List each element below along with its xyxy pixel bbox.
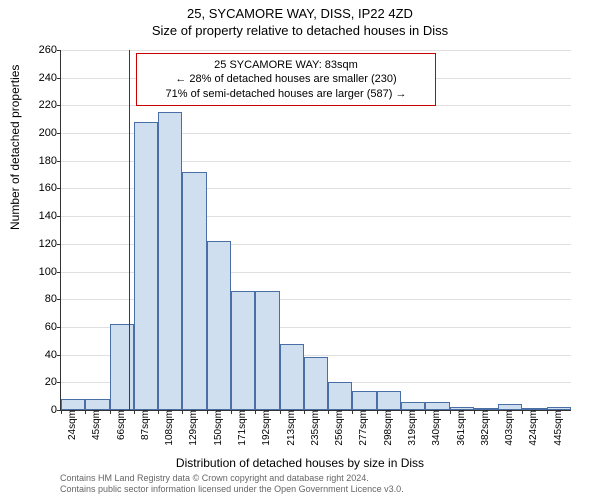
annotation-line-3: 71% of semi-detached houses are larger (… <box>143 87 429 101</box>
x-tick-label: 66sqm <box>112 410 127 440</box>
x-tick-mark <box>280 410 281 414</box>
x-tick-mark <box>474 410 475 414</box>
bar <box>61 399 85 410</box>
y-tick-label: 0 <box>51 404 61 416</box>
x-tick-label: 129sqm <box>184 410 199 446</box>
bar <box>328 382 352 410</box>
y-tick-label: 20 <box>45 376 61 388</box>
gridline <box>61 50 571 51</box>
x-tick-label: 445sqm <box>549 410 564 446</box>
x-tick-mark <box>134 410 135 414</box>
y-tick-label: 80 <box>45 293 61 305</box>
annotation-box: 25 SYCAMORE WAY: 83sqm← 28% of detached … <box>136 53 436 106</box>
x-tick-mark <box>207 410 208 414</box>
x-tick-mark <box>401 410 402 414</box>
x-tick-label: 403sqm <box>500 410 515 446</box>
x-tick-label: 235sqm <box>306 410 321 446</box>
x-tick-label: 256sqm <box>330 410 345 446</box>
y-tick-label: 220 <box>39 99 61 111</box>
y-tick-label: 60 <box>45 321 61 333</box>
x-tick-label: 277sqm <box>354 410 369 446</box>
footer-line-2: Contains public sector information licen… <box>60 484 580 496</box>
annotation-line-1: 25 SYCAMORE WAY: 83sqm <box>143 58 429 72</box>
x-tick-mark <box>328 410 329 414</box>
x-tick-label: 45sqm <box>87 410 102 440</box>
x-tick-mark <box>377 410 378 414</box>
x-tick-mark <box>61 410 62 414</box>
chart-title-main: 25, SYCAMORE WAY, DISS, IP22 4ZD <box>0 0 600 21</box>
x-tick-label: 192sqm <box>257 410 272 446</box>
chart-container: 25, SYCAMORE WAY, DISS, IP22 4ZD Size of… <box>0 0 600 500</box>
y-tick-label: 100 <box>39 266 61 278</box>
footer: Contains HM Land Registry data © Crown c… <box>60 473 580 496</box>
y-tick-label: 120 <box>39 238 61 250</box>
x-tick-label: 24sqm <box>63 410 78 440</box>
y-tick-label: 140 <box>39 210 61 222</box>
x-tick-label: 171sqm <box>233 410 248 446</box>
x-tick-label: 319sqm <box>403 410 418 446</box>
x-tick-mark <box>110 410 111 414</box>
x-tick-mark <box>547 410 548 414</box>
x-tick-label: 213sqm <box>282 410 297 446</box>
y-tick-label: 260 <box>39 44 61 56</box>
bar <box>280 344 304 410</box>
x-tick-label: 108sqm <box>160 410 175 446</box>
y-tick-label: 200 <box>39 127 61 139</box>
reference-line <box>129 50 130 410</box>
bar <box>255 291 279 410</box>
y-tick-label: 180 <box>39 155 61 167</box>
chart-title-sub: Size of property relative to detached ho… <box>0 21 600 38</box>
y-axis-label: Number of detached properties <box>8 65 22 230</box>
bar <box>352 391 376 410</box>
x-tick-label: 424sqm <box>524 410 539 446</box>
x-tick-label: 298sqm <box>379 410 394 446</box>
x-tick-label: 382sqm <box>476 410 491 446</box>
bar <box>401 402 425 410</box>
bar <box>425 402 449 410</box>
y-tick-label: 240 <box>39 72 61 84</box>
x-tick-label: 87sqm <box>136 410 151 440</box>
x-axis-label: Distribution of detached houses by size … <box>0 456 600 470</box>
x-tick-mark <box>231 410 232 414</box>
bar <box>207 241 231 410</box>
y-tick-label: 160 <box>39 182 61 194</box>
x-tick-mark <box>498 410 499 414</box>
annotation-line-2: ← 28% of detached houses are smaller (23… <box>143 72 429 86</box>
y-tick-label: 40 <box>45 349 61 361</box>
x-tick-label: 361sqm <box>452 410 467 446</box>
bar <box>377 391 401 410</box>
x-tick-mark <box>450 410 451 414</box>
x-tick-mark <box>158 410 159 414</box>
plot-area: 02040608010012014016018020022024026024sq… <box>60 50 571 411</box>
footer-line-1: Contains HM Land Registry data © Crown c… <box>60 473 580 485</box>
bar <box>182 172 206 410</box>
bar <box>304 357 328 410</box>
x-tick-mark <box>304 410 305 414</box>
x-tick-label: 340sqm <box>427 410 442 446</box>
bar <box>134 122 158 410</box>
x-tick-label: 150sqm <box>209 410 224 446</box>
bar <box>158 112 182 410</box>
bar <box>85 399 109 410</box>
bar <box>231 291 255 410</box>
